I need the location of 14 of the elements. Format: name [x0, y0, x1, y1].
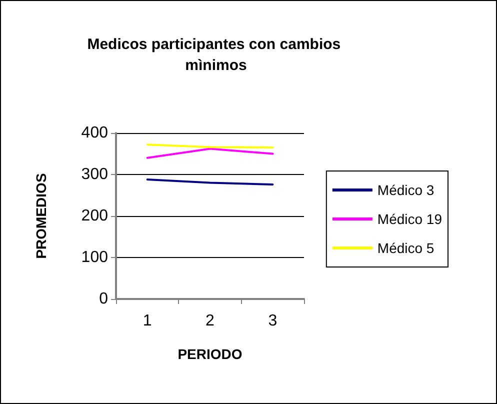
- legend-label: Médico 19: [377, 211, 442, 227]
- legend-label: Médico 5: [377, 240, 434, 256]
- x-tick-label: 3: [268, 312, 278, 330]
- y-tick-label: 0: [99, 290, 108, 308]
- x-tick-label: 2: [206, 312, 215, 330]
- legend-label: Médico 3: [377, 182, 434, 198]
- y-axis-title: PROMEDIOS: [33, 173, 49, 259]
- x-tick-label: 1: [142, 312, 152, 330]
- y-tick-label: 400: [81, 124, 108, 142]
- y-tick-label: 100: [81, 249, 108, 266]
- y-tick-label: 200: [81, 208, 108, 224]
- y-tick-label: 300: [81, 166, 108, 183]
- x-axis-title: PERIODO: [178, 346, 242, 362]
- chart-title: Medicos participantes con cambios mìnimos: [87, 36, 345, 74]
